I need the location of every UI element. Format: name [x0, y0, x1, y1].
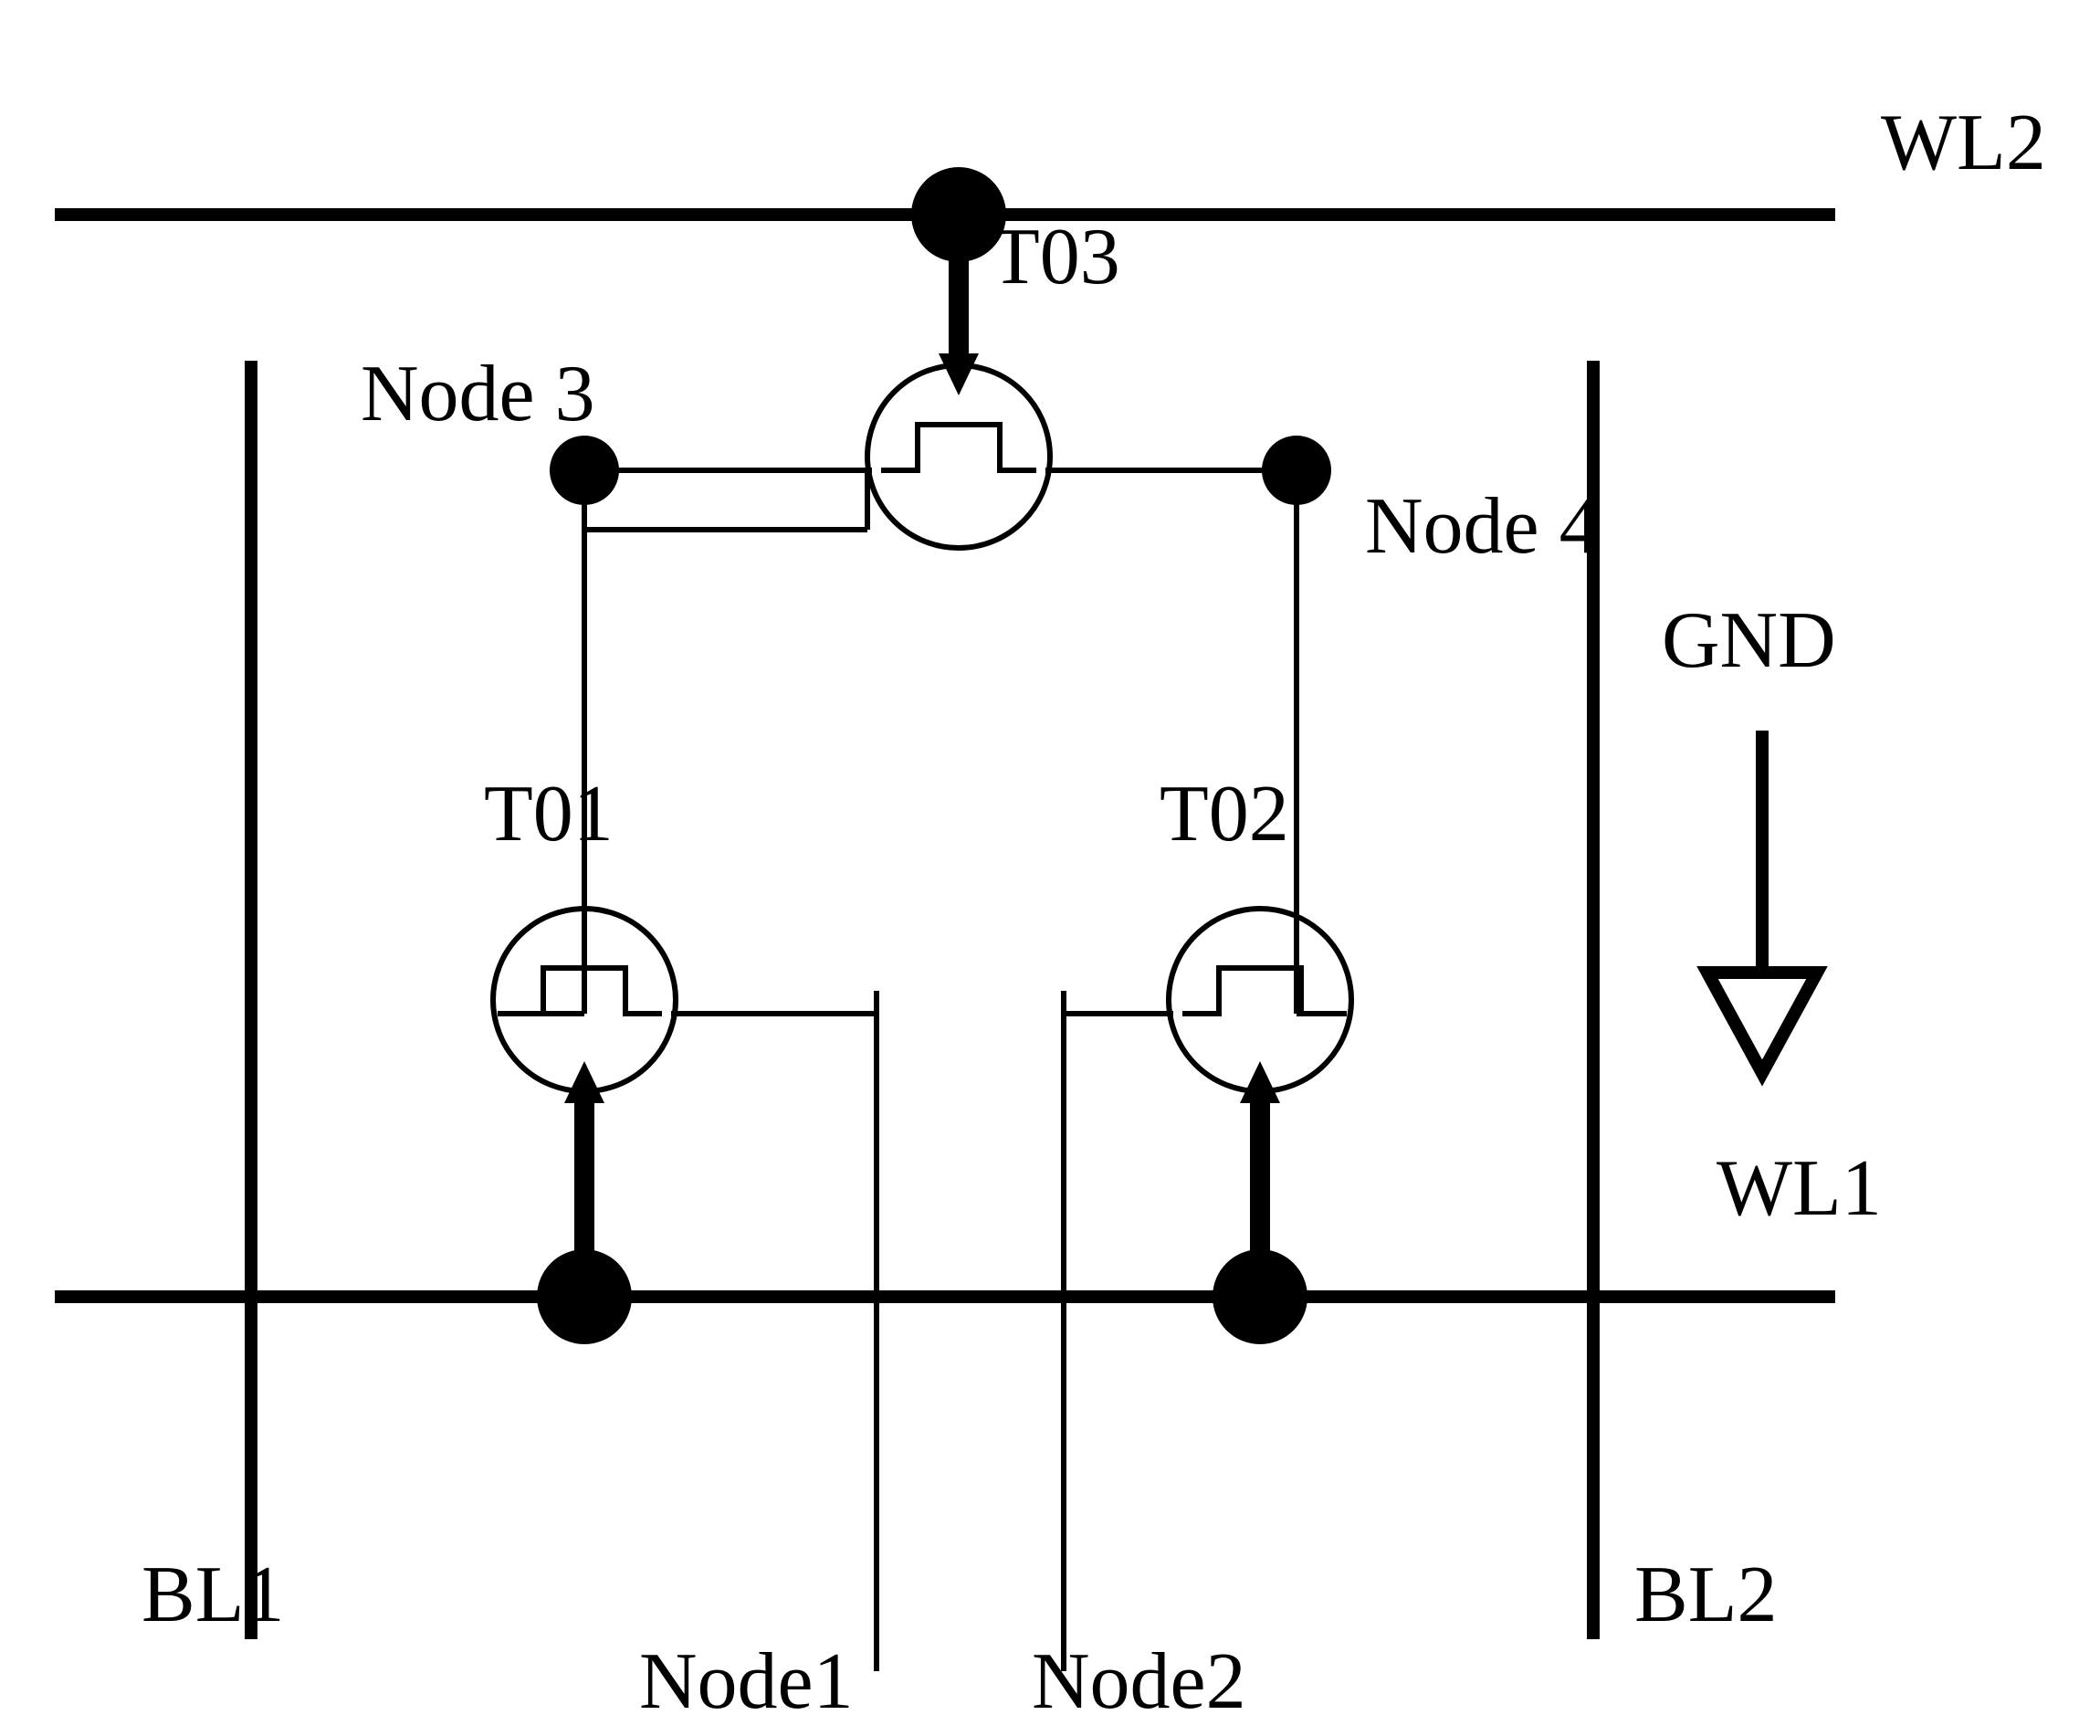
label-node2: Node2 [1032, 1637, 1246, 1726]
label-node4: Node 4 [1365, 482, 1600, 571]
label-wl1: WL1 [1717, 1144, 1882, 1233]
label-t01: T01 [484, 770, 614, 858]
label-gnd: GND [1662, 596, 1836, 685]
label-wl2: WL2 [1881, 99, 2046, 187]
label-bl1: BL1 [142, 1551, 284, 1639]
label-node1: Node1 [639, 1637, 854, 1726]
label-t02: T02 [1160, 770, 1289, 858]
label-t03: T03 [991, 213, 1120, 301]
label-bl2: BL2 [1634, 1551, 1777, 1639]
label-node3: Node 3 [361, 350, 595, 438]
